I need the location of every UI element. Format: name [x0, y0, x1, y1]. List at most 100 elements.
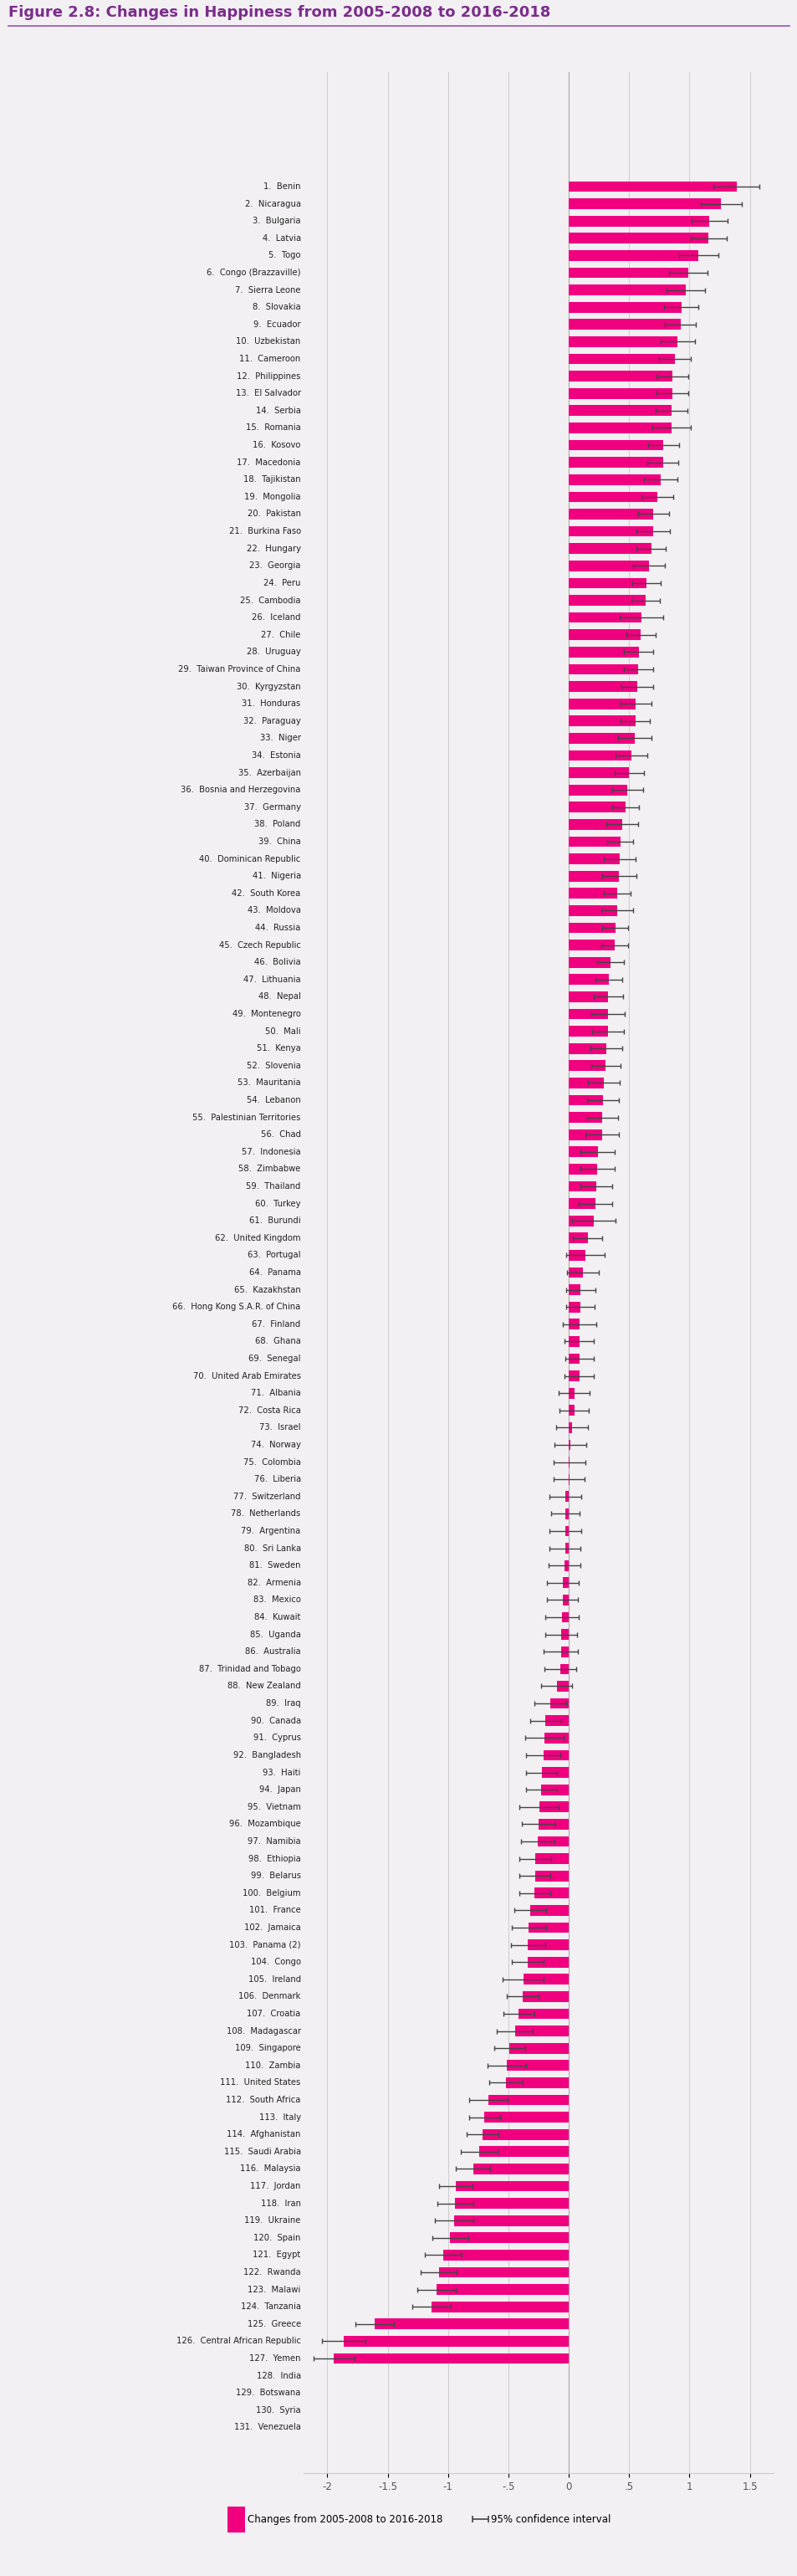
Text: 79.  Argentina: 79. Argentina	[241, 1528, 300, 1535]
Text: 7.  Sierra Leone: 7. Sierra Leone	[235, 286, 300, 294]
Bar	[568, 562, 648, 572]
Bar	[563, 1577, 568, 1589]
Bar	[568, 956, 610, 969]
Bar	[541, 1767, 568, 1777]
Text: 40.  Dominican Republic: 40. Dominican Republic	[199, 855, 300, 863]
Bar	[528, 1940, 568, 1950]
Bar	[375, 2318, 568, 2329]
Text: 4.  Latvia: 4. Latvia	[262, 234, 300, 242]
Bar	[565, 1510, 568, 1520]
Bar	[540, 1785, 568, 1795]
Bar	[568, 1113, 602, 1123]
Bar	[568, 629, 640, 639]
Text: 33.  Niger: 33. Niger	[260, 734, 300, 742]
Text: 85.  Uganda: 85. Uganda	[249, 1631, 300, 1638]
Bar	[568, 268, 688, 278]
Bar	[436, 2285, 568, 2295]
Bar	[455, 2197, 568, 2208]
Bar	[568, 544, 650, 554]
Bar	[568, 301, 681, 312]
Bar	[431, 2300, 568, 2313]
Text: 93.  Haiti: 93. Haiti	[262, 1767, 300, 1777]
Bar	[522, 1991, 568, 2002]
Text: 68.  Ghana: 68. Ghana	[254, 1337, 300, 1345]
Text: 27.  Chile: 27. Chile	[261, 631, 300, 639]
Bar	[539, 1801, 568, 1814]
Bar	[568, 371, 672, 381]
Text: 80.  Sri Lanka: 80. Sri Lanka	[244, 1543, 300, 1553]
Text: 43.  Moldova: 43. Moldova	[247, 907, 300, 914]
Text: 31.  Honduras: 31. Honduras	[241, 701, 300, 708]
Bar	[479, 2146, 568, 2156]
Bar	[344, 2336, 568, 2347]
Bar	[560, 1628, 568, 1641]
Text: 50.  Mali: 50. Mali	[265, 1028, 300, 1036]
Text: 25.  Cambodia: 25. Cambodia	[240, 595, 300, 605]
Text: 89.  Iraq: 89. Iraq	[265, 1700, 300, 1708]
Text: 14.  Serbia: 14. Serbia	[256, 407, 300, 415]
Text: 47.  Lithuania: 47. Lithuania	[243, 976, 300, 984]
Bar	[568, 422, 671, 433]
Text: 35.  Azerbaijan: 35. Azerbaijan	[238, 768, 300, 778]
Text: 99.  Belarus: 99. Belarus	[250, 1873, 300, 1880]
Bar	[568, 786, 626, 796]
Bar	[559, 1664, 568, 1674]
Text: 24.  Peru: 24. Peru	[263, 580, 300, 587]
Text: 104.  Congo: 104. Congo	[250, 1958, 300, 1965]
Text: 1.  Benin: 1. Benin	[263, 183, 300, 191]
Text: 83.  Mexico: 83. Mexico	[253, 1597, 300, 1605]
Text: 49.  Montenegro: 49. Montenegro	[232, 1010, 300, 1018]
Text: 130.  Syria: 130. Syria	[256, 2406, 300, 2414]
Text: 124.  Tanzania: 124. Tanzania	[241, 2303, 300, 2311]
Bar	[545, 1716, 568, 1726]
Bar	[488, 2094, 568, 2105]
Text: 67.  Finland: 67. Finland	[252, 1319, 300, 1329]
Text: 102.  Jamaica: 102. Jamaica	[244, 1924, 300, 1932]
Bar	[568, 1061, 605, 1072]
Text: 63.  Portugal: 63. Portugal	[247, 1252, 300, 1260]
Text: 29.  Taiwan Province of China: 29. Taiwan Province of China	[179, 665, 300, 672]
Bar	[544, 1734, 568, 1744]
Text: 42.  South Korea: 42. South Korea	[232, 889, 300, 896]
Bar	[568, 837, 619, 848]
Text: 9.  Ecuador: 9. Ecuador	[253, 319, 300, 330]
Bar	[518, 2009, 568, 2020]
Text: 34.  Estonia: 34. Estonia	[251, 752, 300, 760]
Text: 20.  Pakistan: 20. Pakistan	[247, 510, 300, 518]
Text: 37.  Germany: 37. Germany	[244, 804, 300, 811]
Bar	[568, 1352, 579, 1365]
Text: 115.  Saudi Arabia: 115. Saudi Arabia	[223, 2148, 300, 2156]
Bar	[562, 1595, 568, 1605]
Bar	[543, 1749, 568, 1759]
Bar	[561, 1613, 568, 1623]
Text: 107.  Croatia: 107. Croatia	[247, 2009, 300, 2017]
Bar	[535, 1852, 568, 1865]
Bar	[568, 474, 660, 484]
Bar	[568, 1404, 574, 1417]
Text: Figure 2.8: Changes in Happiness from 2005-2008 to 2016-2018: Figure 2.8: Changes in Happiness from 20…	[8, 5, 550, 21]
Text: 120.  Spain: 120. Spain	[253, 2233, 300, 2241]
Text: 36.  Bosnia and Herzegovina: 36. Bosnia and Herzegovina	[181, 786, 300, 793]
Bar	[568, 1128, 601, 1141]
Bar	[568, 1198, 595, 1208]
Text: 98.  Ethiopia: 98. Ethiopia	[248, 1855, 300, 1862]
Text: 2.  Nicaragua: 2. Nicaragua	[245, 201, 300, 209]
Bar	[568, 577, 646, 587]
Bar	[568, 647, 638, 657]
Text: 30.  Kyrgyzstan: 30. Kyrgyzstan	[237, 683, 300, 690]
Text: 17.  Macedonia: 17. Macedonia	[237, 459, 300, 466]
Text: 66.  Hong Kong S.A.R. of China: 66. Hong Kong S.A.R. of China	[172, 1303, 300, 1311]
Text: 108.  Madagascar: 108. Madagascar	[226, 2027, 300, 2035]
Text: 109.  Singapore: 109. Singapore	[234, 2043, 300, 2053]
Text: 74.  Norway: 74. Norway	[250, 1440, 300, 1450]
Text: 23.  Georgia: 23. Georgia	[249, 562, 300, 569]
Bar	[568, 1164, 597, 1175]
Text: 64.  Panama: 64. Panama	[249, 1267, 300, 1278]
Text: 122.  Rwanda: 122. Rwanda	[243, 2267, 300, 2277]
Text: 19.  Mongolia: 19. Mongolia	[244, 492, 300, 502]
Text: 61.  Burundi: 61. Burundi	[249, 1216, 300, 1226]
Text: 26.  Iceland: 26. Iceland	[252, 613, 300, 621]
Bar	[568, 1234, 587, 1244]
Bar	[568, 1249, 585, 1260]
Text: 112.  South Africa: 112. South Africa	[226, 2097, 300, 2105]
